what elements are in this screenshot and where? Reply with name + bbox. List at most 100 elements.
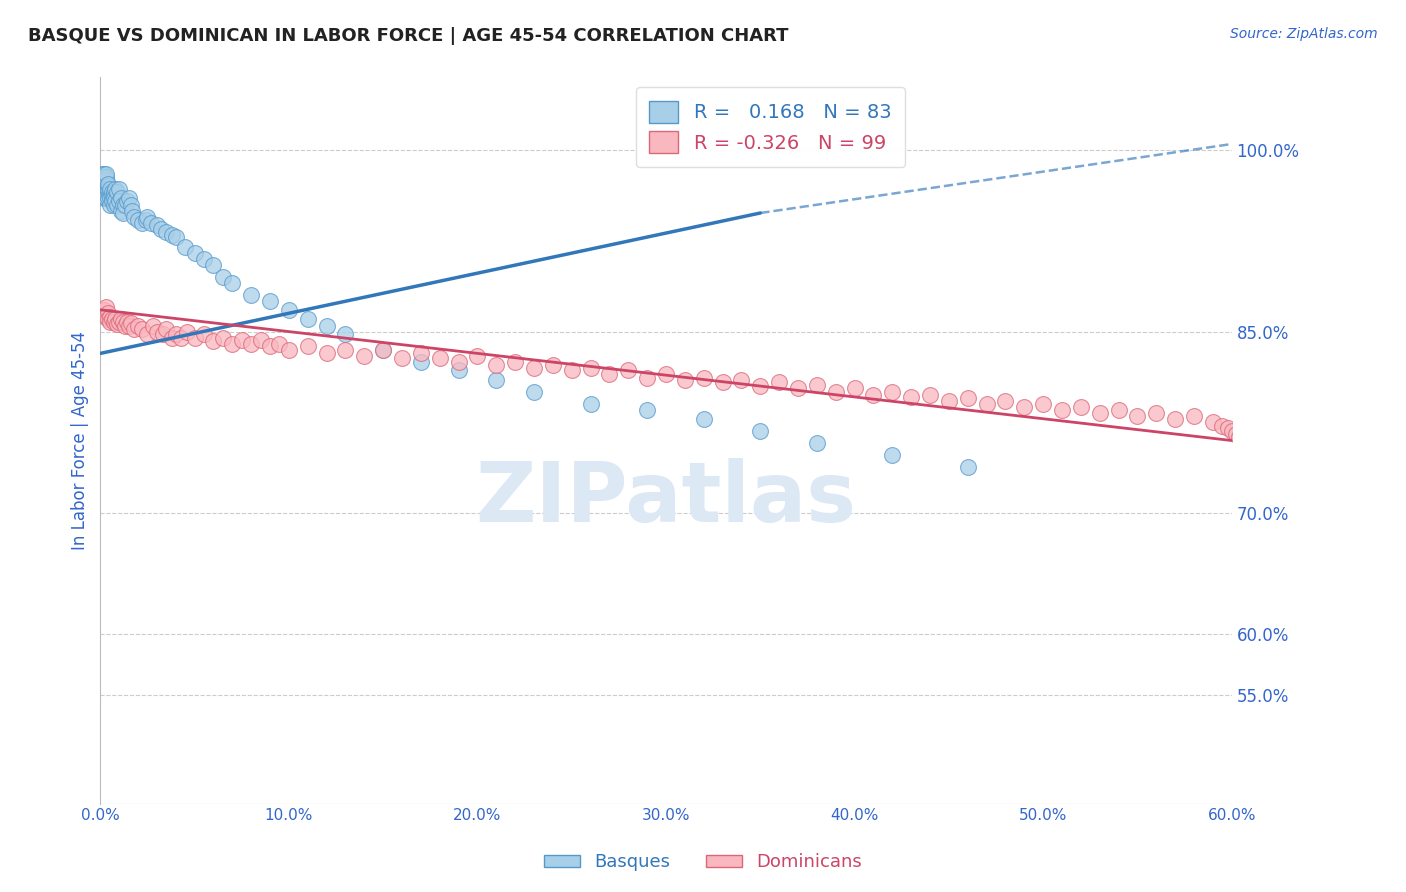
Point — [900, 390, 922, 404]
Point — [93, 173, 115, 187]
Point — [598, 367, 620, 381]
Point — [315, 346, 337, 360]
Point — [121, 203, 143, 218]
Point — [94, 169, 117, 184]
Point — [1164, 411, 1187, 425]
Point — [1216, 421, 1239, 435]
Point — [108, 315, 131, 329]
Point — [409, 355, 432, 369]
Point — [98, 182, 121, 196]
Point — [673, 373, 696, 387]
Point — [1233, 438, 1256, 452]
Point — [485, 373, 508, 387]
Point — [165, 230, 187, 244]
Point — [105, 197, 128, 211]
Point — [277, 343, 299, 357]
Point — [467, 349, 489, 363]
Point — [429, 351, 451, 366]
Legend: Basques, Dominicans: Basques, Dominicans — [536, 847, 870, 879]
Point — [277, 302, 299, 317]
Point — [146, 218, 169, 232]
Point — [98, 197, 121, 211]
Point — [111, 197, 134, 211]
Point — [249, 333, 271, 347]
Point — [91, 186, 114, 200]
Point — [104, 312, 127, 326]
Point — [693, 370, 716, 384]
Point — [1070, 400, 1092, 414]
Point — [108, 194, 131, 208]
Point — [956, 460, 979, 475]
Point — [183, 246, 205, 260]
Point — [541, 359, 564, 373]
Point — [115, 315, 138, 329]
Point — [1232, 436, 1254, 450]
Point — [447, 355, 470, 369]
Point — [146, 325, 169, 339]
Point — [105, 318, 128, 332]
Point — [103, 191, 125, 205]
Point — [94, 301, 117, 315]
Point — [160, 227, 183, 242]
Point — [91, 167, 114, 181]
Point — [136, 210, 159, 224]
Point — [97, 186, 120, 200]
Point — [711, 376, 734, 390]
Point — [105, 186, 128, 200]
Point — [100, 194, 122, 208]
Point — [93, 179, 115, 194]
Point — [749, 379, 772, 393]
Point — [1144, 406, 1167, 420]
Point — [97, 179, 120, 194]
Point — [749, 424, 772, 438]
Point — [127, 213, 149, 227]
Point — [135, 213, 157, 227]
Point — [111, 315, 134, 329]
Point — [98, 315, 121, 329]
Point — [114, 318, 136, 333]
Point — [170, 331, 193, 345]
Point — [787, 382, 810, 396]
Point — [1202, 416, 1225, 430]
Point — [862, 387, 884, 401]
Point — [93, 186, 115, 200]
Point — [94, 173, 117, 187]
Point — [447, 363, 470, 377]
Point — [1126, 409, 1149, 424]
Point — [202, 258, 225, 272]
Point — [1225, 427, 1247, 442]
Point — [103, 197, 125, 211]
Point — [98, 191, 121, 205]
Point — [93, 191, 115, 205]
Point — [523, 385, 546, 400]
Point — [956, 391, 979, 405]
Point — [409, 346, 432, 360]
Y-axis label: In Labor Force | Age 45-54: In Labor Force | Age 45-54 — [72, 331, 89, 550]
Point — [579, 397, 602, 411]
Point — [655, 367, 678, 381]
Point — [120, 316, 142, 330]
Point — [1236, 441, 1258, 455]
Point — [259, 294, 281, 309]
Point — [124, 322, 146, 336]
Point — [269, 336, 291, 351]
Point — [142, 318, 165, 333]
Point — [882, 385, 904, 400]
Point — [231, 333, 253, 347]
Point — [127, 318, 149, 333]
Point — [94, 310, 117, 324]
Point — [844, 382, 866, 396]
Point — [297, 312, 319, 326]
Point — [94, 191, 117, 205]
Point — [91, 179, 114, 194]
Point — [94, 179, 117, 194]
Point — [131, 216, 153, 230]
Point — [202, 334, 225, 349]
Point — [297, 339, 319, 353]
Point — [1032, 397, 1054, 411]
Point — [730, 373, 752, 387]
Point — [976, 397, 998, 411]
Point — [579, 360, 602, 375]
Point — [918, 387, 941, 401]
Point — [108, 182, 131, 196]
